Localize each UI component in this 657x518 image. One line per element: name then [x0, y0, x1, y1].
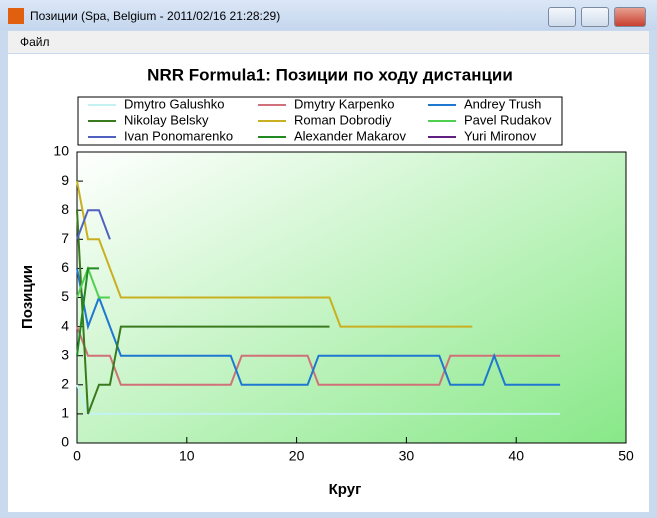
- y-tick-label: 9: [61, 172, 69, 188]
- x-tick-label: 20: [289, 448, 305, 464]
- x-tick-label: 10: [179, 448, 195, 464]
- y-tick-label: 4: [61, 317, 69, 333]
- x-tick-label: 30: [399, 448, 415, 464]
- y-tick-label: 7: [61, 230, 69, 246]
- legend-label: Ivan Ponomarenko: [124, 128, 233, 143]
- legend-label: Roman Dobrodiy: [294, 112, 392, 127]
- legend-label: Andrey Trush: [464, 96, 541, 111]
- chart-title: NRR Formula1: Позиции по ходу дистанции: [147, 65, 513, 84]
- y-tick-label: 5: [61, 288, 69, 304]
- series-line: [76, 268, 561, 386]
- series-line: [76, 267, 99, 356]
- legend-label: Yuri Mironov: [464, 128, 537, 143]
- legend-label: Pavel Rudakov: [464, 112, 552, 127]
- app-icon: [8, 8, 24, 24]
- x-tick-label: 0: [73, 448, 81, 464]
- series-line: [76, 209, 111, 240]
- y-tick-label: 3: [61, 346, 69, 362]
- y-tick-label: 0: [61, 434, 69, 450]
- series-line: [76, 265, 110, 299]
- y-axis-label: Позиции: [19, 265, 36, 329]
- minimize-button[interactable]: [548, 7, 576, 27]
- y-tick-label: 10: [53, 143, 69, 159]
- x-axis-label: Круг: [329, 481, 362, 498]
- legend-label: Alexander Makarov: [294, 128, 406, 143]
- title-bar: Позиции (Spa, Belgium - 2011/02/16 21:28…: [0, 0, 657, 30]
- y-tick-label: 1: [61, 405, 69, 421]
- close-button[interactable]: [614, 7, 646, 27]
- legend-label: Dmytro Galushko: [124, 96, 224, 111]
- series-line: [76, 326, 561, 386]
- chart: NRR Formula1: Позиции по ходу дистанции …: [8, 54, 649, 512]
- menu-bar: Файл: [8, 31, 649, 53]
- x-tick-label: 50: [618, 448, 634, 464]
- legend: [77, 96, 563, 146]
- y-tick-label: 2: [61, 376, 69, 392]
- legend-label: Dmytry Karpenko: [294, 96, 394, 111]
- y-tick-label: 8: [61, 201, 69, 217]
- y-tick-label: 6: [61, 259, 69, 275]
- legend-label: Nikolay Belsky: [124, 112, 209, 127]
- window-title: Позиции (Spa, Belgium - 2011/02/16 21:28…: [30, 9, 281, 23]
- menu-item[interactable]: Файл: [20, 35, 50, 49]
- x-tick-label: 40: [508, 448, 524, 464]
- series-line: [76, 180, 473, 328]
- maximize-button[interactable]: [581, 7, 609, 27]
- series-line: [76, 210, 330, 415]
